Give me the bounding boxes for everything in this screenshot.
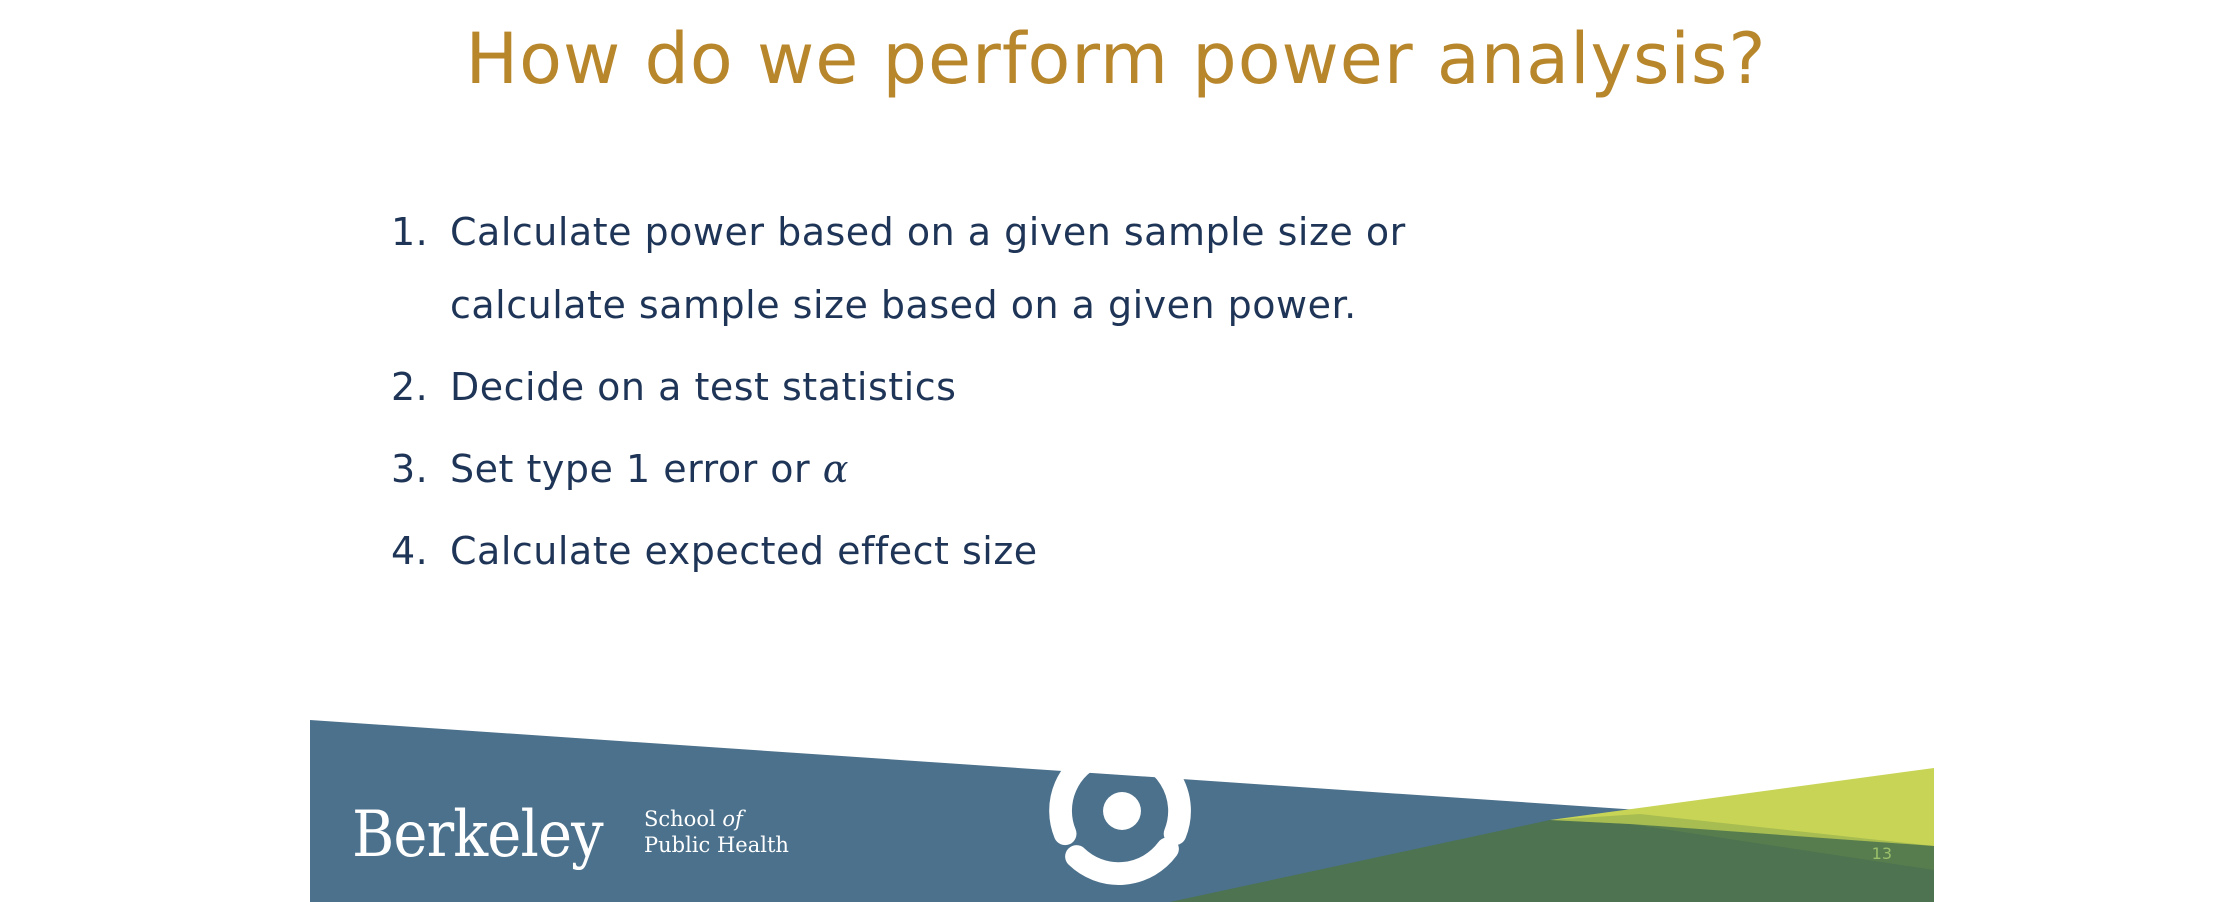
- slide-title: How do we perform power analysis?: [465, 18, 1767, 100]
- school-of-public-health-label: School of Public Health: [644, 806, 789, 858]
- step-text-container: Set type 1 error or α: [450, 433, 1685, 506]
- footer-green-band: [1170, 820, 1934, 902]
- berkeley-wordmark: Berkeley: [352, 798, 604, 872]
- footer-banner: Berkeley School of Public Health 13: [310, 720, 1934, 902]
- list-item: 4. Calculate expected effect size: [385, 515, 1685, 588]
- school-line1: School: [644, 807, 723, 831]
- step-text: Set type 1 error or: [450, 447, 823, 491]
- step-number: 2.: [391, 365, 429, 409]
- step-text: Calculate power based on a given sample …: [450, 210, 1406, 327]
- alpha-symbol: α: [822, 447, 849, 491]
- step-text: Decide on a test statistics: [450, 365, 957, 409]
- step-number: 4.: [391, 529, 429, 573]
- list-item: 3. Set type 1 error or α: [385, 433, 1685, 506]
- school-of-public-health-swirl-icon: [1049, 738, 1191, 885]
- step-text: Calculate expected effect size: [450, 529, 1038, 573]
- list-item: 2. Decide on a test statistics: [385, 351, 1685, 424]
- school-line2: Public Health: [644, 833, 789, 857]
- page-number: 13: [1871, 844, 1892, 863]
- step-number: 1.: [391, 210, 429, 254]
- footer-green-overlap: [1550, 814, 1934, 870]
- step-number: 3.: [391, 447, 429, 491]
- list-item: 1. Calculate power based on a given samp…: [385, 196, 1685, 342]
- steps-list: 1. Calculate power based on a given samp…: [385, 196, 1685, 597]
- school-line1-italic: of: [722, 807, 743, 831]
